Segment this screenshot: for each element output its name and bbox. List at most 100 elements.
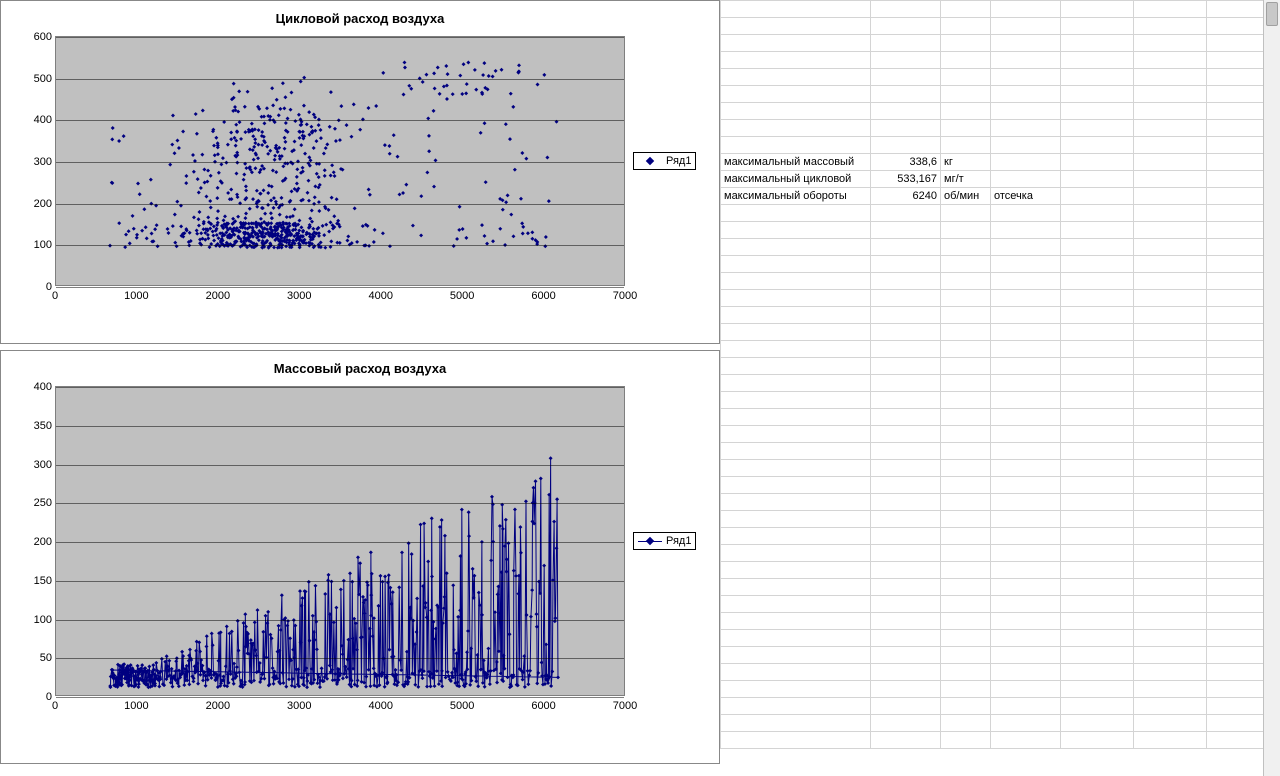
- cell[interactable]: [1061, 477, 1134, 494]
- cell[interactable]: [1134, 273, 1207, 290]
- cell[interactable]: [1061, 171, 1134, 188]
- cell[interactable]: [1061, 1, 1134, 18]
- cell[interactable]: [871, 205, 941, 222]
- cell[interactable]: [991, 1, 1061, 18]
- cell[interactable]: [1134, 154, 1207, 171]
- cell[interactable]: [1061, 137, 1134, 154]
- cell[interactable]: [721, 239, 871, 256]
- cell[interactable]: максимальный массовый: [721, 154, 871, 171]
- cell[interactable]: [991, 69, 1061, 86]
- cell[interactable]: [721, 477, 871, 494]
- cell[interactable]: [1134, 171, 1207, 188]
- cell[interactable]: [871, 307, 941, 324]
- cell[interactable]: [1134, 392, 1207, 409]
- cell[interactable]: [1134, 307, 1207, 324]
- cell[interactable]: [991, 681, 1061, 698]
- cell[interactable]: [1134, 86, 1207, 103]
- cell[interactable]: [941, 69, 991, 86]
- cell[interactable]: [721, 1, 871, 18]
- cell[interactable]: [991, 409, 1061, 426]
- cell[interactable]: [991, 52, 1061, 69]
- cell[interactable]: [1061, 239, 1134, 256]
- cell[interactable]: [941, 341, 991, 358]
- spreadsheet-grid[interactable]: максимальный массовый338,6кг максимальный…: [720, 0, 1280, 776]
- cell[interactable]: [1061, 392, 1134, 409]
- cell[interactable]: [721, 613, 871, 630]
- cell[interactable]: [721, 392, 871, 409]
- cell[interactable]: [721, 732, 871, 749]
- cell[interactable]: [721, 86, 871, 103]
- cell[interactable]: [721, 205, 871, 222]
- cell[interactable]: [991, 290, 1061, 307]
- cell[interactable]: [721, 52, 871, 69]
- cell[interactable]: [721, 494, 871, 511]
- cell[interactable]: [941, 460, 991, 477]
- cell[interactable]: [1061, 205, 1134, 222]
- cell[interactable]: [1134, 188, 1207, 205]
- cell[interactable]: [991, 324, 1061, 341]
- cell[interactable]: [721, 290, 871, 307]
- cell[interactable]: [991, 103, 1061, 120]
- cell[interactable]: [871, 239, 941, 256]
- cell[interactable]: [721, 426, 871, 443]
- cell[interactable]: [991, 273, 1061, 290]
- cell[interactable]: [721, 664, 871, 681]
- cell[interactable]: [941, 324, 991, 341]
- cell[interactable]: [1134, 205, 1207, 222]
- cell[interactable]: [871, 732, 941, 749]
- cell[interactable]: [1134, 256, 1207, 273]
- cell[interactable]: мг/т: [941, 171, 991, 188]
- cell[interactable]: [721, 273, 871, 290]
- cell[interactable]: [991, 256, 1061, 273]
- cell[interactable]: [941, 307, 991, 324]
- cell[interactable]: [1134, 511, 1207, 528]
- cell[interactable]: [871, 528, 941, 545]
- cell[interactable]: [941, 120, 991, 137]
- cell[interactable]: [721, 341, 871, 358]
- cell[interactable]: [1061, 426, 1134, 443]
- cell[interactable]: [991, 426, 1061, 443]
- cell[interactable]: [871, 375, 941, 392]
- cell[interactable]: [991, 528, 1061, 545]
- cell[interactable]: [871, 460, 941, 477]
- cell[interactable]: [1134, 579, 1207, 596]
- cell[interactable]: [941, 137, 991, 154]
- cell[interactable]: [721, 35, 871, 52]
- cell[interactable]: [991, 86, 1061, 103]
- cell[interactable]: кг: [941, 154, 991, 171]
- cell[interactable]: [871, 545, 941, 562]
- cell[interactable]: [871, 630, 941, 647]
- cell[interactable]: [941, 273, 991, 290]
- cell[interactable]: [1134, 222, 1207, 239]
- cell[interactable]: [871, 1, 941, 18]
- cell[interactable]: [721, 596, 871, 613]
- cell[interactable]: [941, 18, 991, 35]
- cell[interactable]: максимальный обороты: [721, 188, 871, 205]
- cell[interactable]: [941, 290, 991, 307]
- cell[interactable]: 338,6: [871, 154, 941, 171]
- cell[interactable]: [721, 715, 871, 732]
- cell[interactable]: [991, 443, 1061, 460]
- cell[interactable]: [871, 392, 941, 409]
- cell[interactable]: [1134, 630, 1207, 647]
- cell[interactable]: об/мин: [941, 188, 991, 205]
- cell[interactable]: [1134, 1, 1207, 18]
- cell[interactable]: [1061, 35, 1134, 52]
- cell[interactable]: [871, 596, 941, 613]
- cell[interactable]: [1061, 715, 1134, 732]
- cell[interactable]: [1061, 664, 1134, 681]
- cell[interactable]: [991, 698, 1061, 715]
- cell[interactable]: [1134, 647, 1207, 664]
- cell[interactable]: [1061, 273, 1134, 290]
- cell[interactable]: [941, 443, 991, 460]
- cell[interactable]: [1061, 154, 1134, 171]
- cell[interactable]: [721, 511, 871, 528]
- cell[interactable]: [1134, 460, 1207, 477]
- cell[interactable]: [991, 120, 1061, 137]
- cell[interactable]: [871, 715, 941, 732]
- cell[interactable]: [941, 86, 991, 103]
- cell[interactable]: [941, 35, 991, 52]
- cell[interactable]: [721, 443, 871, 460]
- cell[interactable]: [721, 307, 871, 324]
- cell[interactable]: [871, 52, 941, 69]
